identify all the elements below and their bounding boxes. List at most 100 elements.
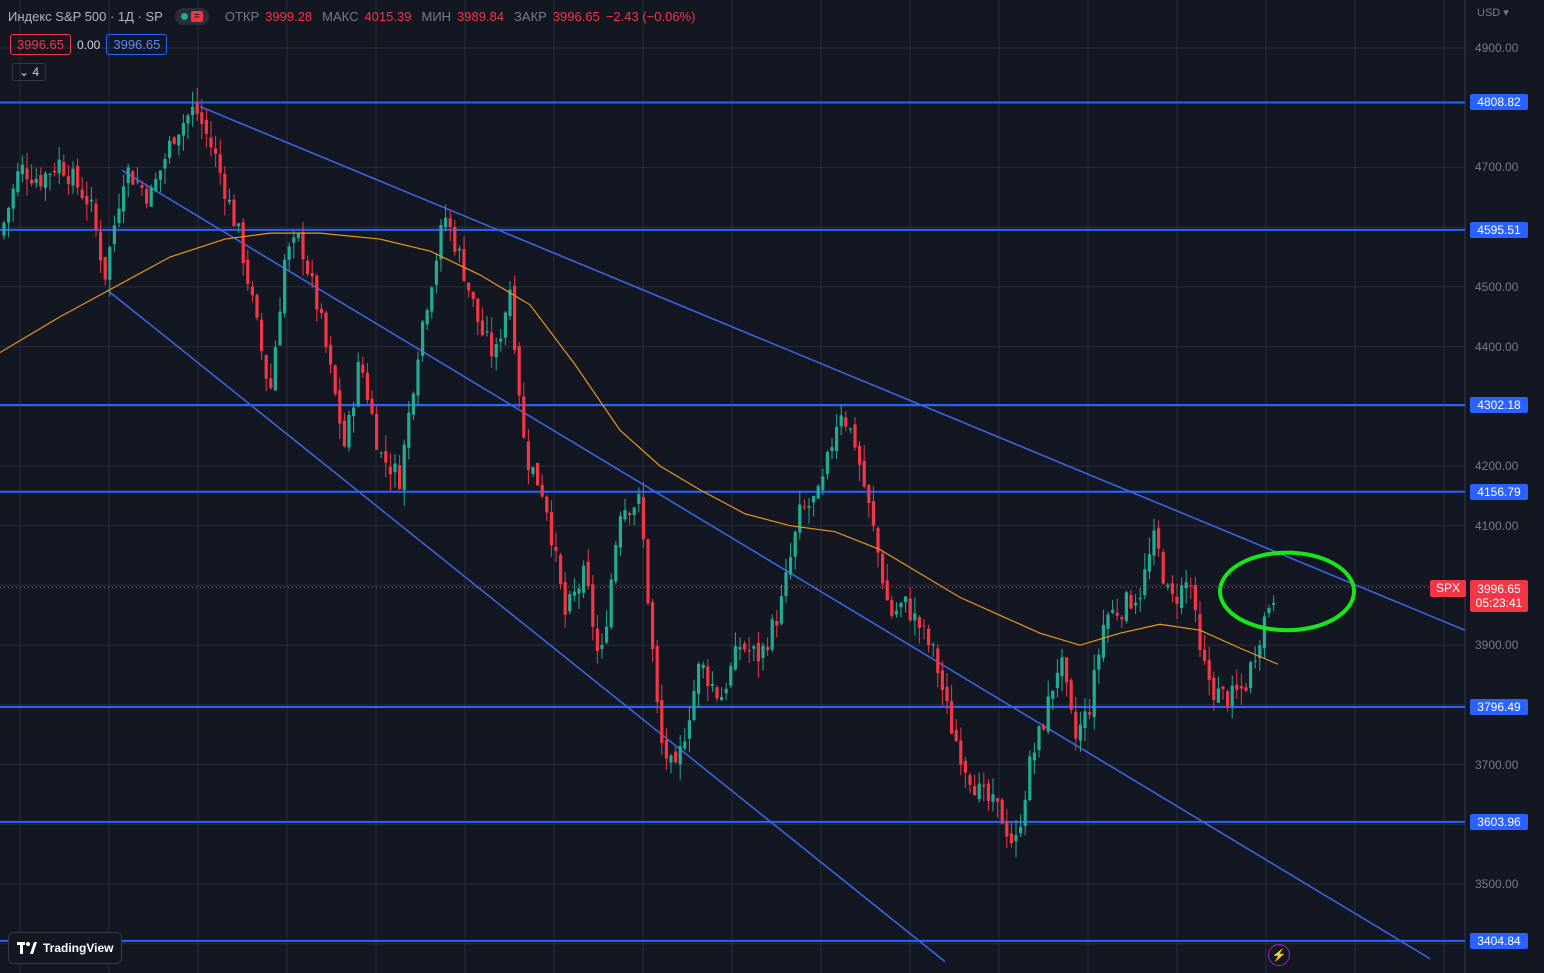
candle-body	[720, 697, 724, 701]
candle-body	[1134, 602, 1138, 606]
symbol-title[interactable]: Индекс S&P 500 · 1Д · SP	[8, 9, 163, 24]
market-status-toggle[interactable]: =	[174, 8, 209, 25]
candle-body	[1092, 670, 1096, 718]
candle-body	[315, 275, 319, 310]
candle-body	[485, 331, 489, 333]
candle-body	[53, 170, 57, 173]
candle-body	[1115, 612, 1119, 616]
candle-body	[471, 291, 475, 299]
candle-body	[913, 613, 917, 621]
candle-body	[917, 616, 921, 628]
channel-trendline	[121, 169, 1431, 960]
currency-selector[interactable]: USD ▾	[1477, 7, 1509, 19]
candle-body	[11, 188, 15, 209]
candle-body	[1028, 756, 1032, 801]
candle-body	[1212, 677, 1216, 700]
change-value: −2.43 (−0.06%)	[605, 9, 696, 24]
candle-body	[867, 485, 871, 504]
candle-body	[99, 231, 103, 261]
candle-body	[264, 355, 268, 379]
candle-body	[738, 647, 742, 650]
price-axis-tick: 4900.00	[1475, 41, 1519, 55]
price-axis-tick: 4700.00	[1475, 160, 1519, 175]
candle-body	[411, 393, 415, 415]
close-value: 3996.65	[552, 9, 600, 24]
candle-body	[549, 511, 553, 546]
candle-body	[848, 428, 852, 430]
candle-body	[922, 625, 926, 627]
candle-body	[16, 171, 20, 193]
candle-body	[513, 285, 517, 350]
candle-body	[260, 319, 264, 352]
open-value: 3999.28	[265, 9, 313, 24]
candle-body	[586, 561, 590, 587]
candle-body	[517, 346, 521, 396]
candle-body	[733, 646, 737, 670]
candle-body	[1258, 645, 1262, 658]
indicators-count: 4	[32, 65, 40, 79]
candle-body	[963, 760, 967, 773]
candle-body	[204, 119, 208, 134]
candle-body	[885, 580, 889, 601]
candle-body	[195, 102, 199, 114]
candle-body	[683, 741, 687, 749]
candle-body	[416, 359, 420, 396]
candle-body	[310, 272, 314, 277]
candle-body	[57, 159, 61, 174]
last-price-value: 3996.65	[1477, 582, 1521, 596]
candle-body	[384, 451, 388, 463]
candle-body	[338, 390, 342, 424]
candle-body	[1120, 617, 1124, 620]
candle-body	[158, 170, 162, 180]
close-label: ЗАКР	[514, 9, 547, 24]
candle-body	[1203, 649, 1207, 661]
candle-body	[775, 620, 779, 626]
candle-body	[798, 504, 802, 533]
indicators-toggle-button[interactable]: ⌄ 4	[12, 63, 47, 81]
candle-body	[292, 237, 296, 243]
candle-body	[66, 176, 70, 184]
lightning-icon[interactable]: ⚡	[1268, 944, 1290, 966]
sell-button[interactable]: 3996.65	[10, 34, 71, 55]
candle-body	[181, 123, 185, 136]
candle-body	[1078, 724, 1082, 741]
candle-body	[365, 372, 369, 401]
low-value: 3989.84	[457, 9, 505, 24]
candle-body	[39, 174, 43, 187]
candle-body	[30, 179, 34, 184]
candle-body	[186, 115, 190, 124]
candle-body	[490, 332, 494, 357]
candle-body	[1106, 614, 1110, 629]
candle-body	[503, 312, 507, 338]
tradingview-logo[interactable]: TradingView	[8, 932, 123, 964]
candle-body	[715, 687, 719, 699]
price-axis-tick: 4100.00	[1475, 518, 1519, 533]
candle-body	[756, 642, 760, 662]
candle-body	[1272, 602, 1276, 605]
candle-body	[674, 751, 678, 763]
candle-body	[214, 148, 218, 154]
candle-body	[421, 321, 425, 356]
candle-body	[434, 260, 438, 285]
candle-body	[729, 666, 733, 686]
candle-body	[531, 467, 535, 475]
candle-body	[117, 208, 121, 223]
candle-body	[250, 286, 254, 296]
candle-body	[232, 199, 236, 227]
candle-body	[1147, 554, 1151, 572]
candle-body	[1253, 660, 1257, 662]
candle-body	[379, 452, 383, 454]
order-row: 3996.65 0.00 3996.65	[10, 34, 168, 55]
candle-body	[480, 320, 484, 336]
candle-body	[508, 289, 512, 316]
candle-body	[936, 648, 940, 673]
candle-body	[1023, 799, 1027, 827]
candle-body	[1083, 711, 1087, 728]
candle-body	[218, 154, 222, 173]
candle-body	[1152, 530, 1156, 556]
buy-button[interactable]: 3996.65	[106, 34, 168, 55]
candle-body	[329, 344, 333, 365]
candle-body	[20, 164, 24, 175]
candle-body	[85, 195, 89, 205]
